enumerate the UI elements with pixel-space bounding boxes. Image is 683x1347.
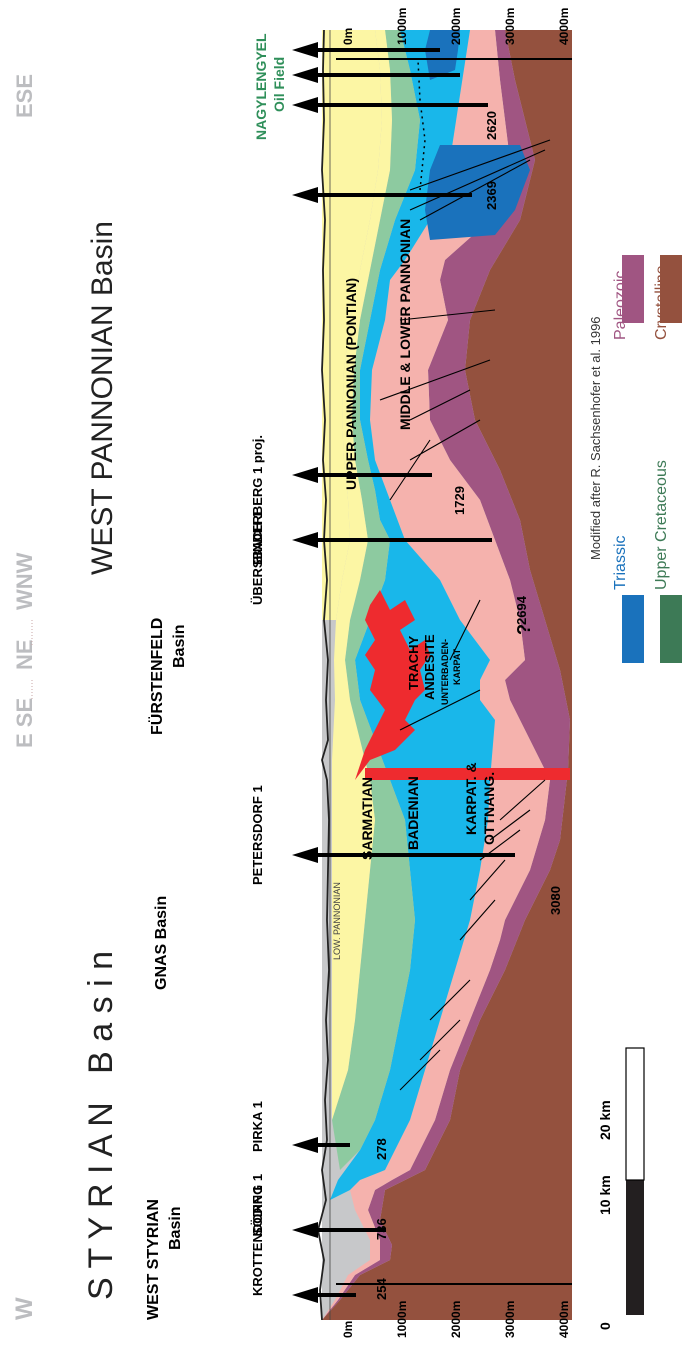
depth-3080: 3080 (548, 886, 563, 915)
unit-upper-pannonian: UPPER PANNONIAN (PONTIAN) (343, 278, 359, 490)
unit-low-pannonian: LOW. PANNONIAN (332, 882, 342, 960)
orient-wnw: WNW (12, 552, 37, 610)
axis-top-2000: 2000m (449, 8, 463, 45)
legend-swatch-upper-cretaceous (660, 595, 682, 663)
well-label-soding: SÖDING 1 (250, 1174, 265, 1236)
orient-ese: ESE (12, 74, 37, 118)
orient-ne: NE (12, 639, 37, 670)
unit-karpat-1: KARPAT. & (463, 762, 479, 835)
well-label-pirka: PIRKA 1 (250, 1101, 265, 1152)
depth-2620: 2620 (484, 111, 499, 140)
unit-question: ? (514, 624, 534, 635)
upper-pannonian-layer (332, 30, 392, 1120)
legend-label-triassic: Triassic (612, 535, 629, 590)
crystalline-layer (322, 30, 572, 1320)
andesite-body (355, 590, 430, 780)
depth-2694: 2694 (514, 595, 529, 625)
unit-sarmatian: SARMATIAN (359, 777, 375, 860)
basin-west-styrian-1: WEST STYRIAN (145, 1199, 162, 1320)
bottom-axis-bar (336, 1283, 572, 1285)
wells (318, 48, 515, 1297)
depth-736: 736 (374, 1218, 389, 1240)
scale-bar-black (626, 1180, 644, 1315)
scale-bar-white (625, 1047, 645, 1181)
legend-label-upper-cretaceous: Upper Cretaceous (653, 460, 670, 590)
scale-zero: 0 (597, 1322, 613, 1330)
depth-254: 254 (374, 1278, 389, 1300)
basin-furstenfeld-1: FÜRSTENFELD (147, 618, 166, 735)
axis-bottom-2000: 2000m (449, 1301, 463, 1338)
depth-1729: 1729 (452, 486, 467, 515)
unit-andesite: ANDESITE (422, 634, 437, 700)
axis-bottom-3000: 3000m (503, 1301, 517, 1338)
basin-furstenfeld-2: Basin (171, 624, 188, 668)
karpat-ottnang-layer (322, 30, 550, 1320)
section-body (292, 29, 572, 1321)
axis-bottom-4000: 4000m (557, 1301, 571, 1338)
axis-bottom-0: 0m (341, 1321, 355, 1338)
well-label-petersdorf: PETERSDORF 1 (250, 785, 265, 885)
faults (379, 139, 551, 1091)
depth-278: 278 (374, 1138, 389, 1160)
unit-karpat-2: OTTNANG. (481, 772, 497, 845)
unit-middle-lower: MIDDLE & LOWER PANNONIAN (397, 219, 413, 430)
paleozoic-layer (322, 30, 570, 1320)
well-arrowheads (292, 42, 318, 1303)
scale-ten: 10 km (597, 1175, 613, 1215)
title-west-pannonian: WEST PANNONIAN Basin (86, 221, 119, 575)
basin-west-styrian-2: Basin (167, 1206, 184, 1250)
depth-2369: 2369 (484, 181, 499, 210)
axis-top-4000: 4000m (557, 8, 571, 45)
axis-top-3000: 3000m (503, 8, 517, 45)
andesite-dyke (365, 768, 570, 780)
title-styrian: S T Y R I A N B a s i n (82, 951, 120, 1300)
basin-nagylengyel-1: NAGYLENGYEL (253, 33, 269, 140)
unit-trachy: TRACHY (406, 636, 421, 690)
legend-swatch-triassic (622, 595, 644, 663)
well-label-krottendorf: KROTTENDORF 1 (250, 1186, 265, 1297)
unit-badenian: BADENIAN (405, 776, 421, 850)
well-label-binderberg: BINDERBERG 1 proj. (250, 435, 265, 565)
orient-w: W (11, 1297, 38, 1320)
basin-gnas: GNAS Basin (153, 896, 170, 990)
dotted-contact (417, 59, 426, 191)
legend-swatch-paleozoic (622, 255, 644, 323)
axis-bottom-1000: 1000m (395, 1301, 409, 1338)
top-axis-bar (336, 58, 572, 60)
scale-twenty: 20 km (597, 1100, 613, 1140)
upper-pannonian-top (322, 30, 382, 620)
credit-text: Modified after R. Sachsenhofer et al. 19… (588, 316, 603, 560)
well-label-ubersbach: ÜBERSBACH 1 (250, 511, 265, 605)
unit-unterbaden-2: KARPAT (452, 648, 462, 685)
orient-e-se: E SE (12, 698, 37, 748)
basin-nagylengyel-2: Oil Field (271, 57, 287, 112)
axis-top-0: 0m (341, 28, 355, 45)
unit-unterbaden-1: UNTERBADEN- (440, 639, 450, 705)
triassic-body-2 (425, 30, 460, 80)
legend-swatch-crystalline (660, 255, 682, 323)
axis-top-1000: 1000m (395, 8, 409, 45)
topography-line (317, 29, 330, 1321)
